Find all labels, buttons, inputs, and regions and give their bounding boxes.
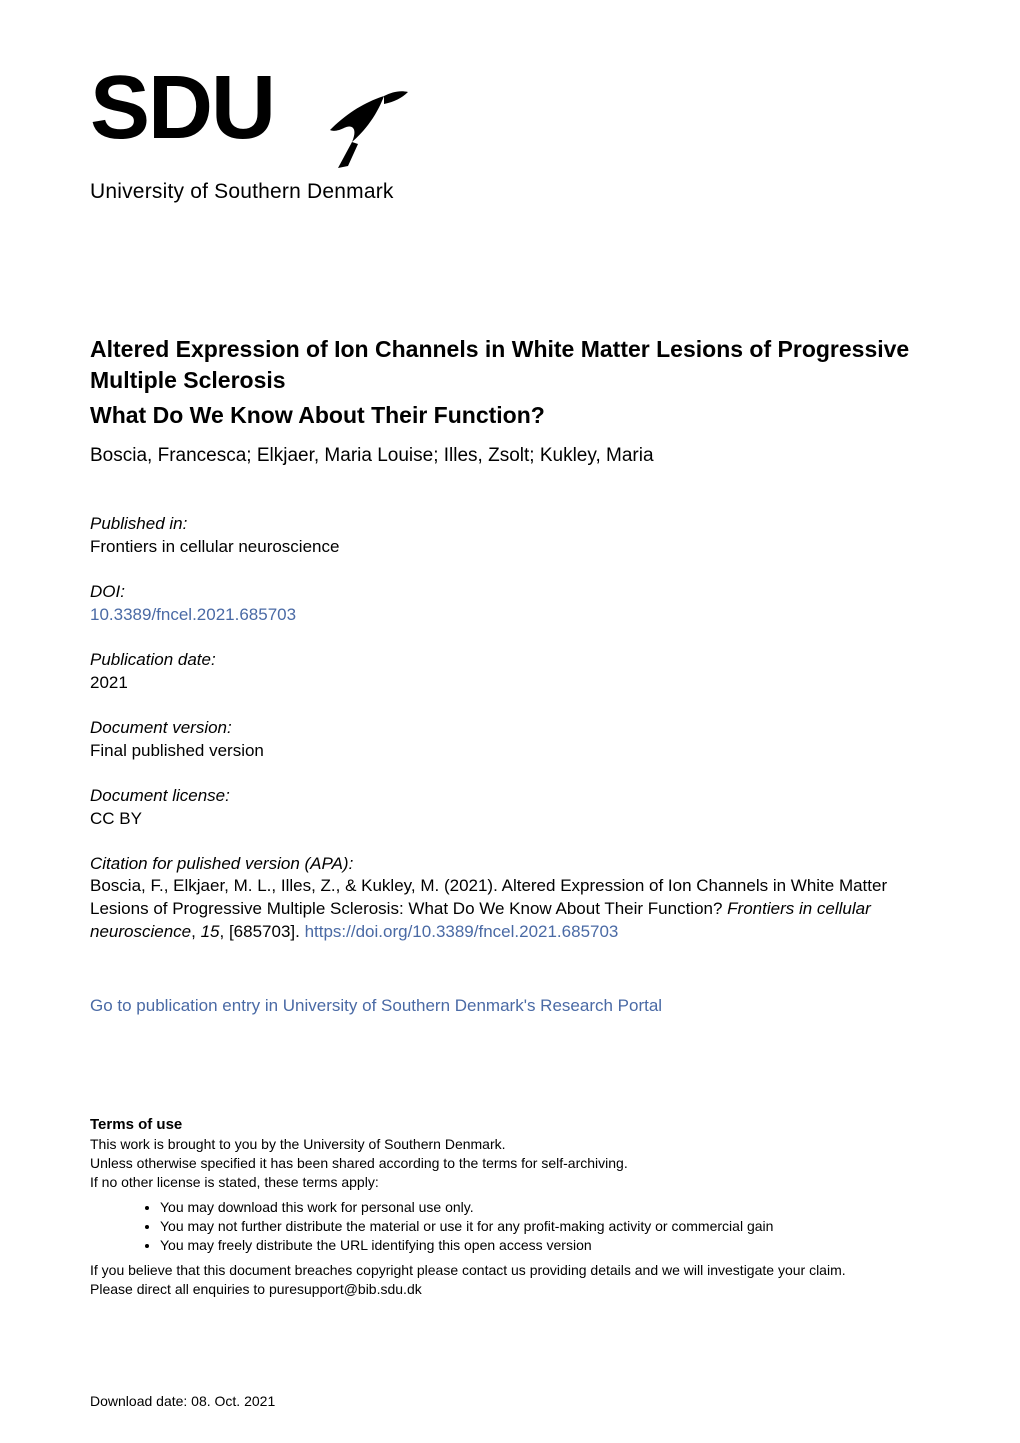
meta-label-published-in: Published in: [90,513,930,536]
meta-published-in: Published in: Frontiers in cellular neur… [90,513,930,559]
citation-block: Citation for pulished version (APA): Bos… [90,853,930,945]
citation-volume: 15 [201,922,220,941]
terms-bullets: You may download this work for personal … [90,1198,930,1255]
sdu-logo: SDU [90,60,430,170]
citation-sep1: , [191,922,200,941]
meta-doi: DOI: 10.3389/fncel.2021.685703 [90,581,930,627]
university-name: University of Southern Denmark [90,180,930,204]
terms-body: This work is brought to you by the Unive… [90,1135,930,1298]
meta-value-pub-date: 2021 [90,672,930,695]
meta-label-doc-license: Document license: [90,785,930,808]
citation-label: Citation for pulished version (APA): [90,853,930,876]
meta-label-doc-version: Document version: [90,717,930,740]
meta-pub-date: Publication date: 2021 [90,649,930,695]
meta-value-doc-version: Final published version [90,740,930,763]
terms-section: Terms of use This work is brought to you… [90,1116,930,1298]
terms-intro-0: This work is brought to you by the Unive… [90,1135,930,1154]
authors: Boscia, Francesca; Elkjaer, Maria Louise… [90,445,930,467]
svg-text:SDU: SDU [90,60,274,158]
page-root: SDU University of Southern Denmark Alter… [0,0,1020,1443]
meta-doc-version: Document version: Final published versio… [90,717,930,763]
doi-link[interactable]: 10.3389/fncel.2021.685703 [90,605,296,624]
meta-doc-license: Document license: CC BY [90,785,930,831]
terms-bullet-2: You may freely distribute the URL identi… [160,1236,930,1255]
meta-label-pub-date: Publication date: [90,649,930,672]
meta-value-doc-license: CC BY [90,808,930,831]
citation-after-vol: , [685703]. [220,922,305,941]
meta-value-published-in: Frontiers in cellular neuroscience [90,536,930,559]
terms-intro-2: If no other license is stated, these ter… [90,1173,930,1192]
terms-bullet-1: You may not further distribute the mater… [160,1217,930,1236]
meta-label-doi: DOI: [90,581,930,604]
terms-intro-1: Unless otherwise specified it has been s… [90,1154,930,1173]
logo-block: SDU University of Southern Denmark [90,60,930,204]
portal-link[interactable]: Go to publication entry in University of… [90,996,662,1016]
terms-outro-0: If you believe that this document breach… [90,1261,930,1280]
citation-text: Boscia, F., Elkjaer, M. L., Illes, Z., &… [90,875,930,944]
terms-heading: Terms of use [90,1116,930,1133]
title-line-2: What Do We Know About Their Function? [90,400,930,431]
terms-bullet-0: You may download this work for personal … [160,1198,930,1217]
citation-doi-link[interactable]: https://doi.org/10.3389/fncel.2021.68570… [305,922,619,941]
title-line-1: Altered Expression of Ion Channels in Wh… [90,334,930,396]
download-date-footer: Download date: 08. Oct. 2021 [90,1393,275,1409]
terms-outro-1: Please direct all enquiries to puresuppo… [90,1280,930,1299]
